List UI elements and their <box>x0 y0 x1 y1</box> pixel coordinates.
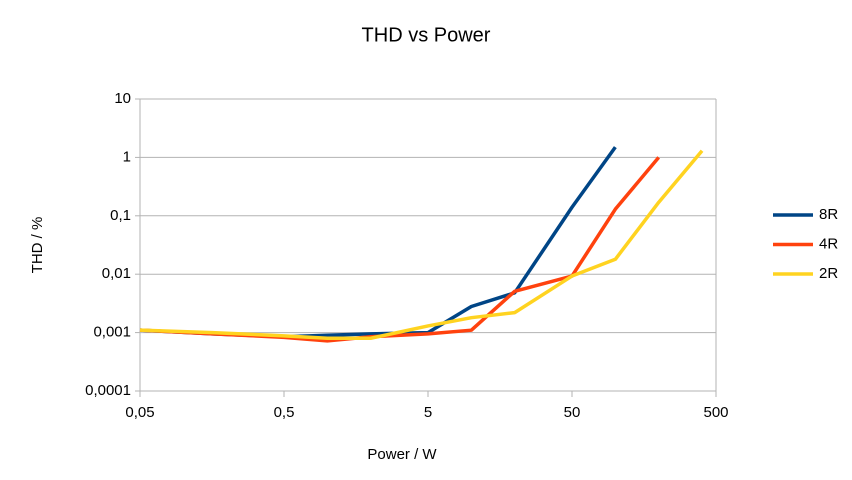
legend-label: 4R <box>819 235 838 252</box>
y-tick-label: 0,1 <box>110 207 131 224</box>
legend-label: 2R <box>819 265 838 282</box>
x-tick-label: 50 <box>564 404 581 421</box>
series-line <box>139 146 617 339</box>
series-line <box>139 156 661 343</box>
x-tick-label: 500 <box>703 404 728 421</box>
legend-label: 8R <box>819 206 838 223</box>
chart-title: THD vs Power <box>362 24 491 46</box>
y-tick-label: 0,001 <box>93 324 131 341</box>
series-line <box>139 149 704 341</box>
y-tick-label: 0,01 <box>102 265 131 282</box>
x-tick-label: 0,05 <box>125 404 154 421</box>
y-tick-label: 10 <box>114 90 131 107</box>
x-tick-label: 5 <box>424 404 432 421</box>
x-axis-title: Power / W <box>367 446 437 463</box>
y-axis-title: THD / % <box>29 217 46 274</box>
x-tick-label: 0,5 <box>274 404 295 421</box>
y-tick-label: 0,0001 <box>85 382 131 399</box>
y-tick-label: 1 <box>123 148 131 165</box>
